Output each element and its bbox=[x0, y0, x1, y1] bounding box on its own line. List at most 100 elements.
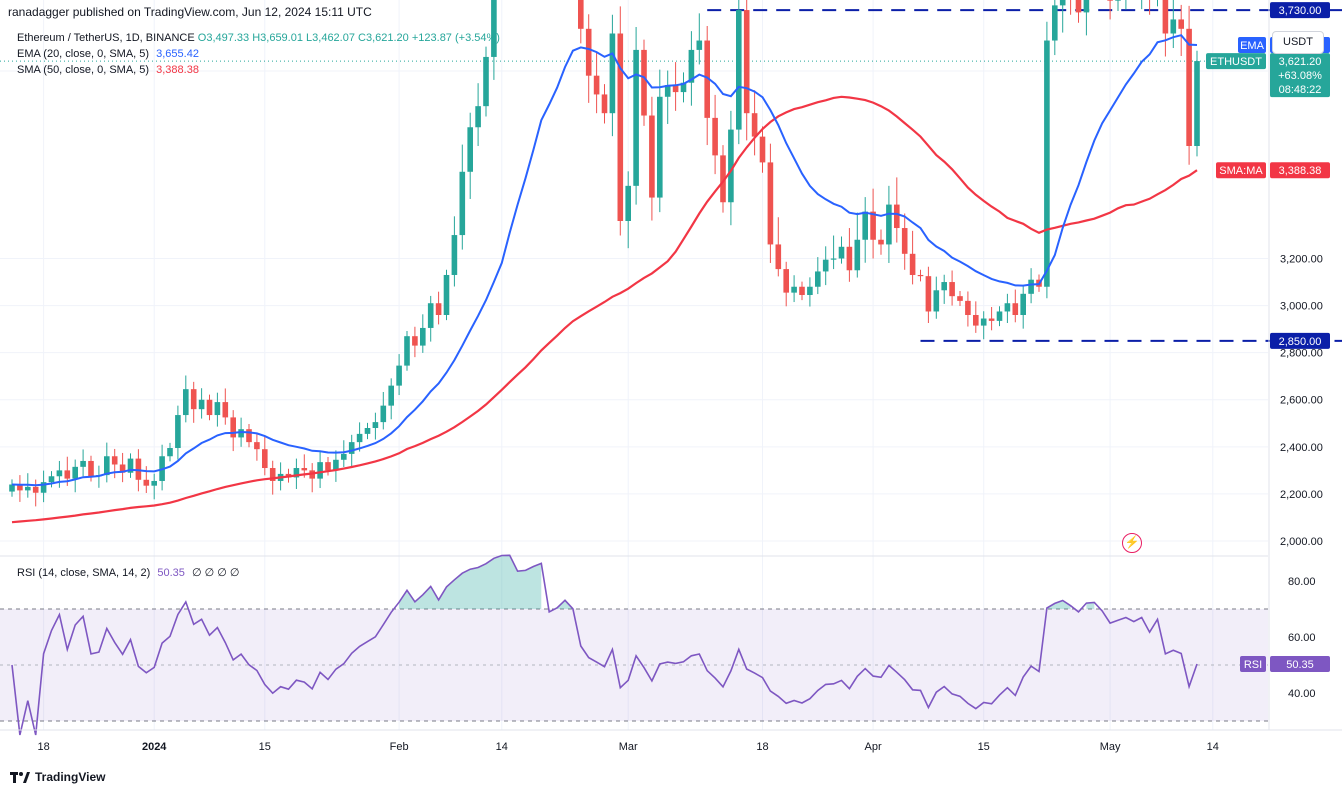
candle-body bbox=[1059, 0, 1066, 6]
candle-body bbox=[1012, 303, 1019, 315]
rsi-side-tag-bg bbox=[1240, 656, 1266, 673]
candle-body bbox=[135, 458, 142, 480]
tradingview-logo-icon bbox=[10, 771, 30, 783]
candle-body bbox=[886, 204, 892, 245]
candle-body bbox=[32, 486, 39, 493]
candle-body bbox=[396, 365, 402, 386]
candle-body bbox=[388, 385, 394, 406]
candle-body bbox=[143, 479, 150, 486]
candle-body bbox=[214, 402, 221, 416]
time-tick-label: Apr bbox=[865, 741, 882, 753]
chart-grid bbox=[0, 0, 1268, 730]
price-tick-label: 2,600.00 bbox=[1280, 395, 1323, 407]
time-tick-label: 2024 bbox=[142, 741, 167, 753]
time-tick-label: 14 bbox=[1207, 741, 1219, 753]
candle-body bbox=[625, 185, 631, 221]
candle-body bbox=[48, 476, 55, 483]
candle-body bbox=[435, 303, 442, 315]
candle-body bbox=[72, 466, 78, 479]
symbol-label: Ethereum / TetherUS, 1D, BINANCE bbox=[17, 32, 195, 44]
rsi-overbought-fill bbox=[399, 555, 542, 609]
currency-button[interactable]: USDT bbox=[1272, 31, 1324, 54]
rsi-line bbox=[11, 554, 1198, 736]
support-tag-text: 2,850.00 bbox=[1279, 336, 1322, 348]
price-tick-label: 3,200.00 bbox=[1280, 254, 1323, 266]
candle-body bbox=[1020, 293, 1026, 315]
candle-body bbox=[183, 389, 189, 416]
candle-body bbox=[64, 470, 71, 479]
rsi-series-line bbox=[11, 554, 1198, 736]
candle-body bbox=[372, 422, 379, 428]
tradingview-logo[interactable]: TradingView bbox=[10, 770, 105, 784]
ema-line bbox=[11, 34, 1198, 487]
rsi-legend[interactable]: RSI (14, close, SMA, 14, 2) 50.35 ∅ ∅ ∅ … bbox=[17, 566, 239, 579]
candle-body bbox=[815, 271, 821, 287]
rsi-tag-text: 50.35 bbox=[1286, 659, 1314, 671]
ema-legend[interactable]: EMA (20, close, 0, SMA, 5) 3,655.42 bbox=[17, 48, 199, 60]
candle-body bbox=[111, 456, 118, 465]
candle-body bbox=[917, 274, 924, 277]
currency-label: USDT bbox=[1283, 36, 1313, 48]
candle-body bbox=[664, 85, 671, 97]
candle-body bbox=[822, 259, 829, 272]
candle-body bbox=[862, 211, 868, 240]
candle-body bbox=[9, 484, 15, 492]
candle-body bbox=[649, 115, 655, 198]
candle-body bbox=[1162, 0, 1169, 34]
lightning-icon[interactable]: ⚡ bbox=[1122, 533, 1142, 553]
candle-body bbox=[404, 336, 410, 366]
candle-body bbox=[830, 258, 837, 260]
rsi-legend-extra: ∅ ∅ ∅ ∅ bbox=[191, 567, 240, 579]
candles bbox=[9, 0, 1200, 507]
sma-legend-label: SMA (50, close, 0, SMA, 5) bbox=[17, 64, 150, 76]
candle-body bbox=[175, 415, 181, 449]
rsi-legend-label: RSI (14, close, SMA, 14, 2) bbox=[17, 567, 151, 579]
time-tick-label: 14 bbox=[496, 741, 508, 753]
symbol-side-tag-bg bbox=[1206, 53, 1266, 70]
candle-body bbox=[1075, 0, 1082, 13]
candle-body bbox=[190, 389, 197, 410]
price-tag-text: +63.08% bbox=[1278, 70, 1322, 82]
candle-body bbox=[412, 336, 418, 346]
main-legend[interactable]: Ethereum / TetherUS, 1D, BINANCE O3,497.… bbox=[17, 32, 500, 44]
candle-body bbox=[1178, 19, 1184, 29]
candle-body bbox=[601, 94, 608, 114]
candle-body bbox=[317, 462, 323, 479]
price-tag-text: 3,621.20 bbox=[1279, 56, 1322, 68]
time-tick-label: 15 bbox=[259, 741, 271, 753]
candle-body bbox=[894, 204, 900, 229]
candle-body bbox=[688, 49, 695, 83]
candle-body bbox=[364, 427, 371, 434]
price-tags: 3,730.00EMA3,655.42ETHUSDT3,621.20+63.08… bbox=[1206, 2, 1330, 673]
candle-body bbox=[293, 468, 300, 478]
candle-body bbox=[420, 327, 426, 346]
sma-side-tag-text: SMA:MA bbox=[1219, 165, 1263, 177]
candle-body bbox=[965, 300, 971, 315]
candle-body bbox=[246, 429, 252, 443]
candle-body bbox=[807, 286, 813, 295]
time-tick-label: Mar bbox=[619, 741, 638, 753]
candle-body bbox=[712, 117, 718, 156]
resistance-tag-bg bbox=[1270, 2, 1330, 19]
price-tag-text: 08:48:22 bbox=[1279, 84, 1322, 96]
candle-body bbox=[380, 405, 387, 423]
sma-legend[interactable]: SMA (50, close, 0, SMA, 5) 3,388.38 bbox=[17, 64, 199, 76]
candle-body bbox=[333, 459, 339, 471]
sma-line bbox=[11, 95, 1198, 524]
candle-body bbox=[80, 460, 86, 467]
rsi-overbought-fill bbox=[557, 600, 573, 609]
ema-side-tag-text: EMA bbox=[1240, 40, 1265, 52]
candle-body bbox=[973, 314, 979, 326]
time-tick-label: 18 bbox=[37, 741, 49, 753]
resistance-tag-text: 3,730.00 bbox=[1279, 5, 1322, 17]
time-tick-label: May bbox=[1100, 741, 1121, 753]
candle-body bbox=[775, 244, 782, 270]
symbol-side-tag-text: ETHUSDT bbox=[1210, 56, 1262, 68]
time-tick-label: 18 bbox=[756, 741, 768, 753]
sma-side-tag-bg bbox=[1216, 162, 1266, 179]
candle-body bbox=[704, 40, 710, 118]
candle-body bbox=[1052, 5, 1058, 41]
candle-body bbox=[925, 276, 932, 312]
candle-body bbox=[949, 282, 955, 297]
